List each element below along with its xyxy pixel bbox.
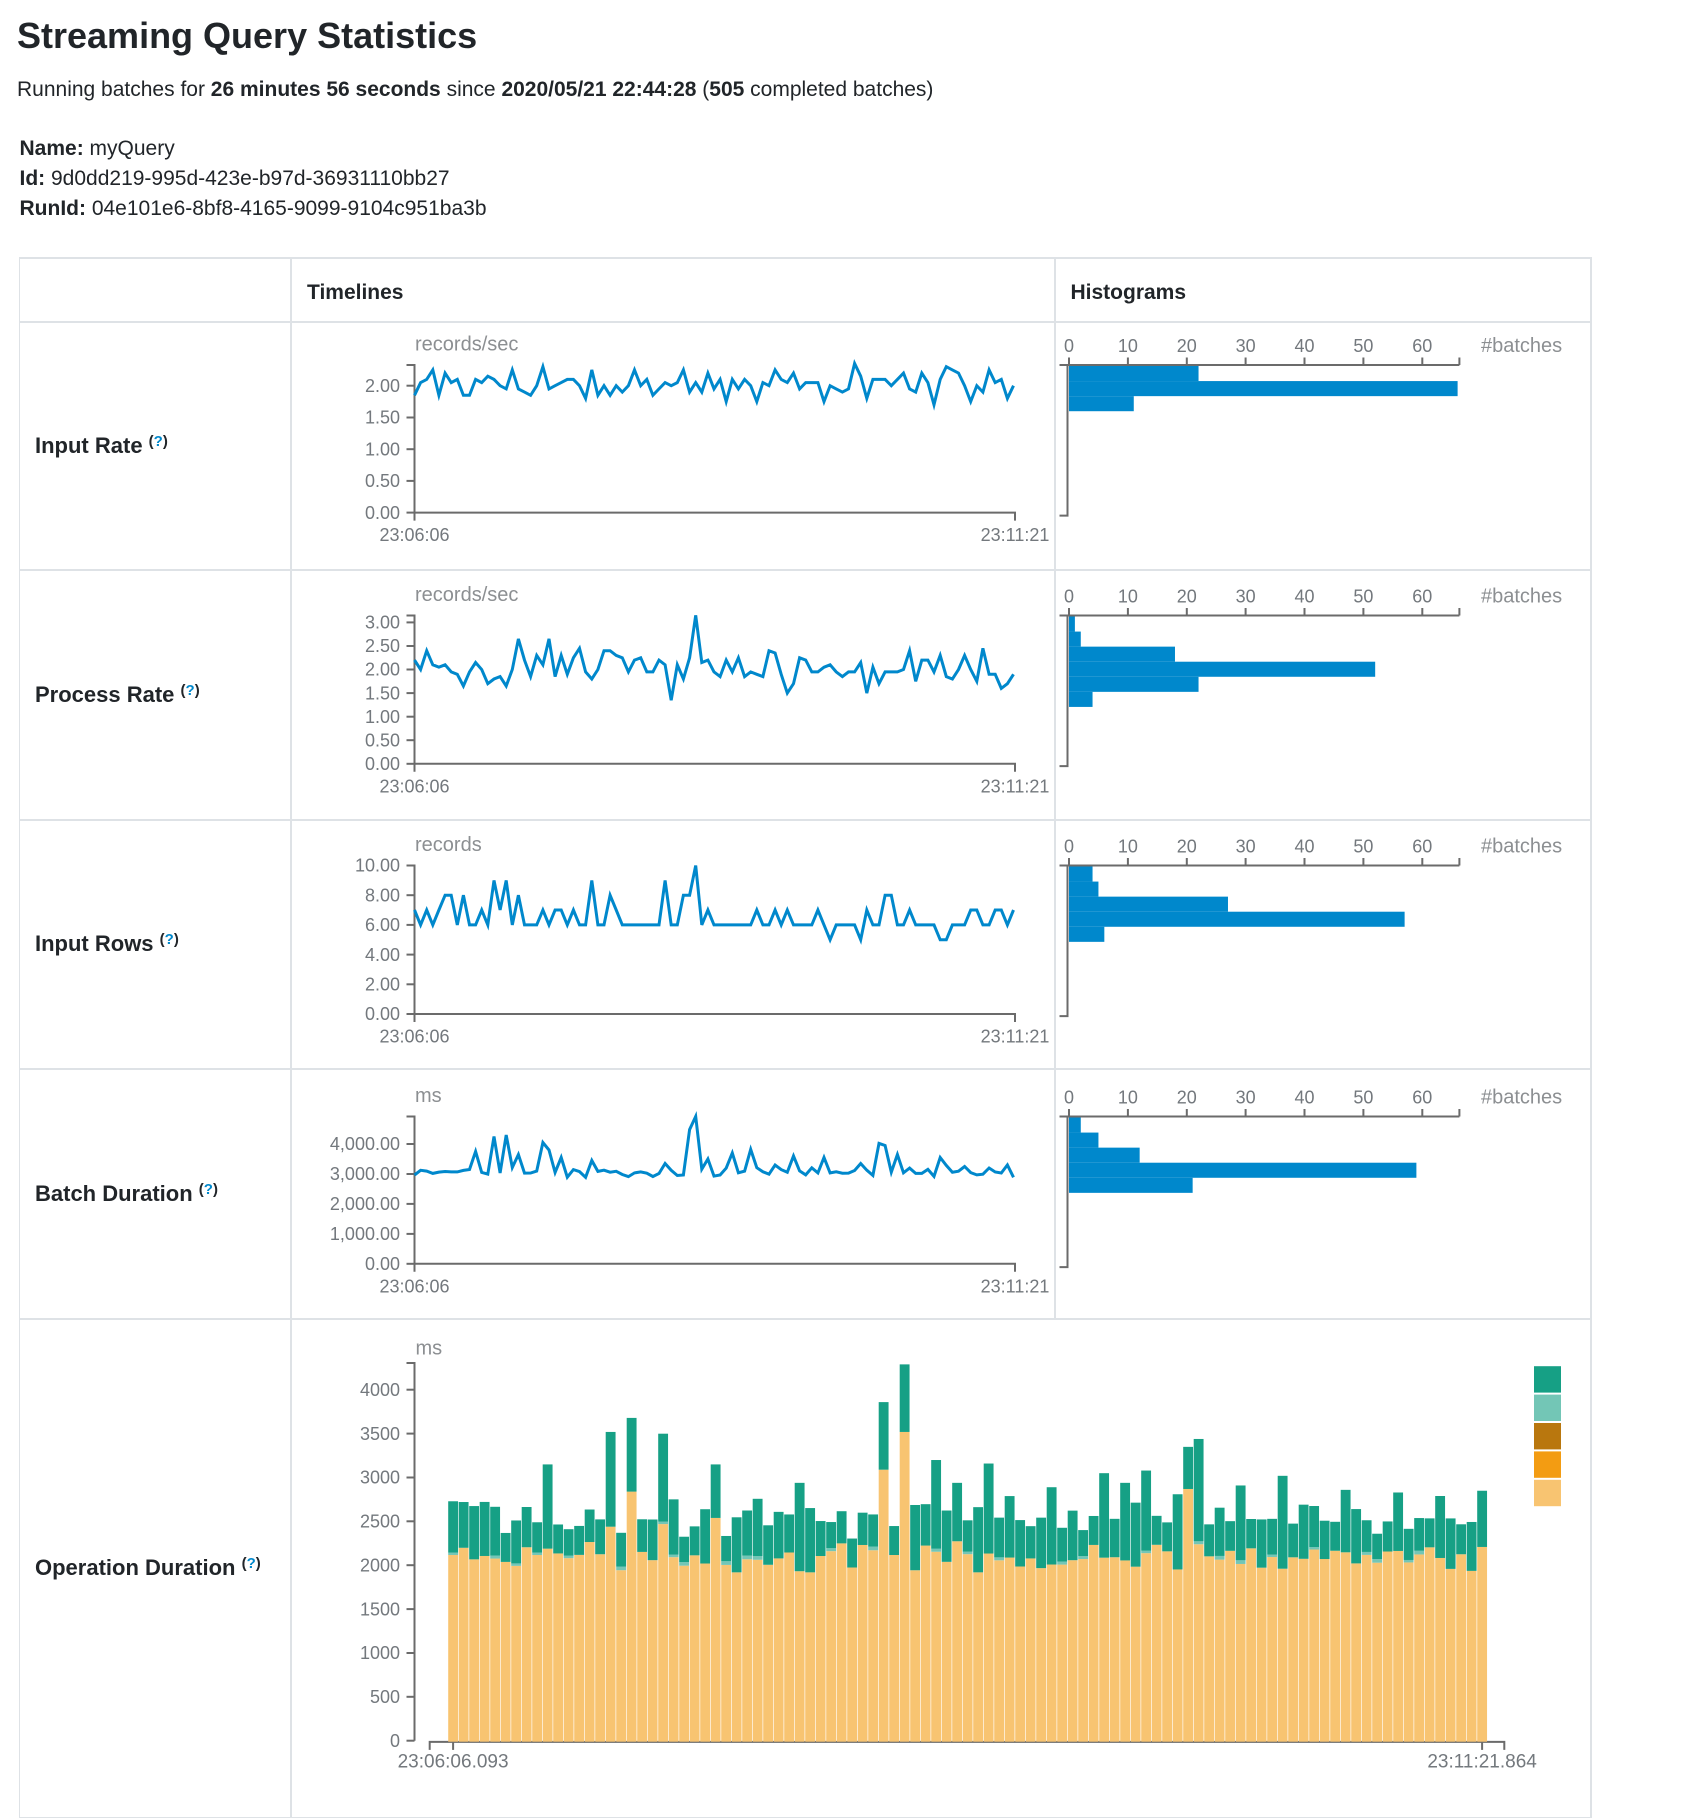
svg-text:40: 40 xyxy=(1294,1088,1314,1108)
svg-text:8.00: 8.00 xyxy=(365,885,400,905)
svg-text:23:06:06: 23:06:06 xyxy=(379,1027,449,1047)
svg-text:ms: ms xyxy=(415,1085,442,1107)
svg-text:0: 0 xyxy=(1064,336,1074,356)
svg-text:4,000.00: 4,000.00 xyxy=(330,1134,400,1154)
svg-text:20: 20 xyxy=(1177,1088,1197,1108)
svg-text:0.00: 0.00 xyxy=(365,1004,400,1024)
svg-text:1,000.00: 1,000.00 xyxy=(330,1224,400,1244)
svg-text:2.50: 2.50 xyxy=(365,636,400,656)
svg-text:0.50: 0.50 xyxy=(365,471,400,491)
svg-text:#batches: #batches xyxy=(1481,335,1562,357)
svg-text:1.00: 1.00 xyxy=(365,707,400,727)
svg-text:0: 0 xyxy=(390,1731,400,1751)
svg-text:10.00: 10.00 xyxy=(355,856,400,876)
svg-text:3,000.00: 3,000.00 xyxy=(330,1164,400,1184)
svg-text:1.50: 1.50 xyxy=(365,408,400,428)
svg-text:20: 20 xyxy=(1177,336,1197,356)
svg-text:0.00: 0.00 xyxy=(365,1254,400,1274)
svg-text:60: 60 xyxy=(1412,837,1432,857)
svg-text:23:06:06: 23:06:06 xyxy=(379,776,449,796)
svg-text:#batches: #batches xyxy=(1481,1087,1562,1109)
svg-text:2.00: 2.00 xyxy=(365,975,400,995)
svg-text:0.00: 0.00 xyxy=(365,754,400,774)
svg-text:60: 60 xyxy=(1412,336,1432,356)
svg-text:0.50: 0.50 xyxy=(365,730,400,750)
svg-text:2.00: 2.00 xyxy=(365,376,400,396)
svg-text:0.00: 0.00 xyxy=(365,503,400,523)
svg-text:23:11:21: 23:11:21 xyxy=(981,525,1050,545)
svg-text:records: records xyxy=(415,834,482,856)
svg-text:#batches: #batches xyxy=(1481,586,1562,608)
svg-text:23:11:21: 23:11:21 xyxy=(981,1276,1050,1296)
svg-text:23:11:21: 23:11:21 xyxy=(981,1027,1050,1047)
svg-text:4000: 4000 xyxy=(360,1380,400,1400)
svg-text:2000: 2000 xyxy=(360,1555,400,1575)
svg-text:0: 0 xyxy=(1064,837,1074,857)
svg-text:50: 50 xyxy=(1353,336,1373,356)
svg-text:23:06:06: 23:06:06 xyxy=(379,525,449,545)
svg-text:23:11:21: 23:11:21 xyxy=(981,776,1050,796)
svg-text:3000: 3000 xyxy=(360,1468,400,1488)
svg-text:30: 30 xyxy=(1236,1088,1256,1108)
svg-text:3.00: 3.00 xyxy=(365,613,400,633)
svg-text:10: 10 xyxy=(1118,336,1138,356)
svg-text:40: 40 xyxy=(1294,587,1314,607)
svg-text:0: 0 xyxy=(1064,587,1074,607)
svg-text:20: 20 xyxy=(1177,837,1197,857)
svg-text:ms: ms xyxy=(416,1338,443,1360)
svg-text:10: 10 xyxy=(1118,837,1138,857)
svg-text:60: 60 xyxy=(1412,1088,1432,1108)
svg-text:#batches: #batches xyxy=(1481,836,1562,858)
svg-text:records/sec: records/sec xyxy=(415,334,518,356)
svg-text:1.00: 1.00 xyxy=(365,439,400,459)
svg-text:23:06:06: 23:06:06 xyxy=(379,1276,449,1296)
svg-text:0: 0 xyxy=(1064,1088,1074,1108)
svg-text:30: 30 xyxy=(1236,336,1256,356)
svg-text:50: 50 xyxy=(1353,1088,1373,1108)
svg-text:30: 30 xyxy=(1236,587,1256,607)
svg-text:30: 30 xyxy=(1236,837,1256,857)
svg-text:10: 10 xyxy=(1118,1088,1138,1108)
svg-text:23:11:21.864: 23:11:21.864 xyxy=(1427,1751,1537,1772)
svg-text:40: 40 xyxy=(1294,336,1314,356)
svg-text:23:06:06.093: 23:06:06.093 xyxy=(398,1751,509,1772)
svg-text:3500: 3500 xyxy=(360,1424,400,1444)
svg-text:10: 10 xyxy=(1118,587,1138,607)
svg-text:500: 500 xyxy=(370,1687,400,1707)
svg-text:2.00: 2.00 xyxy=(365,660,400,680)
svg-text:1000: 1000 xyxy=(360,1643,400,1663)
svg-text:2,000.00: 2,000.00 xyxy=(330,1194,400,1214)
svg-text:records/sec: records/sec xyxy=(415,584,518,606)
svg-text:60: 60 xyxy=(1412,587,1432,607)
svg-text:50: 50 xyxy=(1353,587,1373,607)
svg-text:1.50: 1.50 xyxy=(365,683,400,703)
svg-text:6.00: 6.00 xyxy=(365,915,400,935)
svg-text:20: 20 xyxy=(1177,587,1197,607)
svg-text:4.00: 4.00 xyxy=(365,945,400,965)
svg-text:1500: 1500 xyxy=(360,1599,400,1619)
svg-text:50: 50 xyxy=(1353,837,1373,857)
svg-text:2500: 2500 xyxy=(360,1512,400,1532)
svg-text:40: 40 xyxy=(1294,837,1314,857)
